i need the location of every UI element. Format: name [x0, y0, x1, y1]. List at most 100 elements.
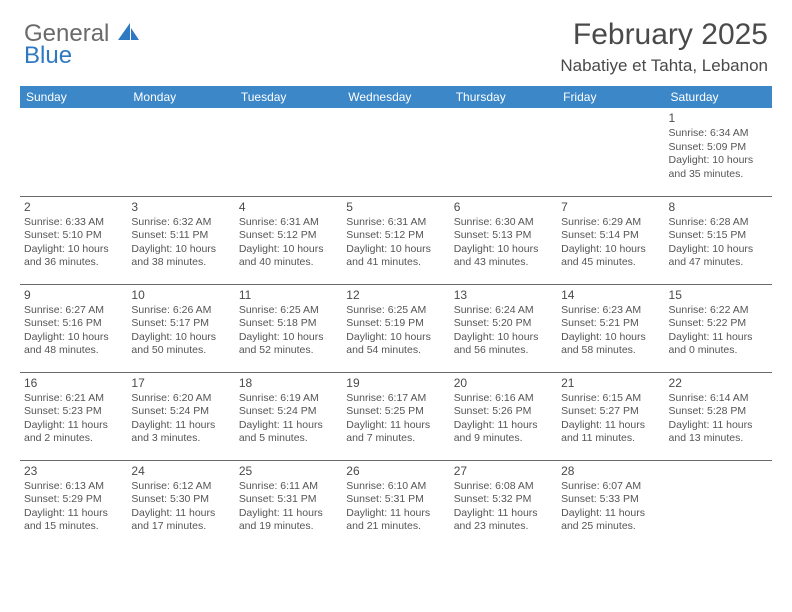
sunrise-text: Sunrise: 6:19 AM [239, 392, 338, 405]
daylight-text: Daylight: 10 hours and 52 minutes. [239, 331, 338, 358]
daylight-text: Daylight: 11 hours and 21 minutes. [346, 507, 445, 534]
page-header: General Blue February 2025 Nabatiye et T… [20, 18, 772, 78]
day-number: 24 [131, 464, 230, 479]
sunset-text: Sunset: 5:24 PM [239, 405, 338, 418]
sunset-text: Sunset: 5:11 PM [131, 229, 230, 242]
calendar-day-cell: 21Sunrise: 6:15 AMSunset: 5:27 PMDayligh… [557, 372, 664, 460]
sunset-text: Sunset: 5:24 PM [131, 405, 230, 418]
calendar-day-cell: 5Sunrise: 6:31 AMSunset: 5:12 PMDaylight… [342, 196, 449, 284]
sunrise-text: Sunrise: 6:11 AM [239, 480, 338, 493]
calendar-day-cell: 13Sunrise: 6:24 AMSunset: 5:20 PMDayligh… [450, 284, 557, 372]
sunrise-text: Sunrise: 6:08 AM [454, 480, 553, 493]
calendar-day-cell [342, 108, 449, 196]
sunset-text: Sunset: 5:10 PM [24, 229, 123, 242]
day-header: Wednesday [342, 86, 449, 108]
day-header: Tuesday [235, 86, 342, 108]
sunset-text: Sunset: 5:19 PM [346, 317, 445, 330]
sunrise-text: Sunrise: 6:30 AM [454, 216, 553, 229]
sunrise-text: Sunrise: 6:33 AM [24, 216, 123, 229]
sunset-text: Sunset: 5:30 PM [131, 493, 230, 506]
sunset-text: Sunset: 5:23 PM [24, 405, 123, 418]
calendar-day-cell [20, 108, 127, 196]
day-number: 18 [239, 376, 338, 391]
calendar-week-row: 16Sunrise: 6:21 AMSunset: 5:23 PM Dayligh… [20, 372, 772, 460]
sunrise-text: Sunrise: 6:25 AM [239, 304, 338, 317]
calendar-week-row: 1Sunrise: 6:34 AMSunset: 5:09 PMDaylight… [20, 108, 772, 196]
day-number: 23 [24, 464, 123, 479]
sunset-text: Sunset: 5:33 PM [561, 493, 660, 506]
calendar-table: Sunday Monday Tuesday Wednesday Thursday… [20, 86, 772, 548]
daylight-text: Daylight: 10 hours and 58 minutes. [561, 331, 660, 358]
daylight-text: Daylight: 10 hours and 54 minutes. [346, 331, 445, 358]
calendar-day-cell: 16Sunrise: 6:21 AMSunset: 5:23 PMDayligh… [20, 372, 127, 460]
day-number: 9 [24, 288, 123, 303]
sunrise-text: Sunrise: 6:21 AM [24, 392, 123, 405]
day-number: 8 [669, 200, 768, 215]
day-number: 5 [346, 200, 445, 215]
sunset-text: Sunset: 5:22 PM [669, 317, 768, 330]
daylight-text: Daylight: 11 hours and 25 minutes. [561, 507, 660, 534]
daylight-text: Daylight: 11 hours and 3 minutes. [131, 419, 230, 446]
logo: General Blue [24, 22, 140, 68]
calendar-day-cell: 12Sunrise: 6:25 AMSunset: 5:19 PMDayligh… [342, 284, 449, 372]
daylight-text: Daylight: 11 hours and 15 minutes. [24, 507, 123, 534]
sunrise-text: Sunrise: 6:20 AM [131, 392, 230, 405]
sunrise-text: Sunrise: 6:17 AM [346, 392, 445, 405]
calendar-week-row: 23Sunrise: 6:13 AMSunset: 5:29 PMDayligh… [20, 460, 772, 548]
sunrise-text: Sunrise: 6:07 AM [561, 480, 660, 493]
sunset-text: Sunset: 5:12 PM [239, 229, 338, 242]
sunset-text: Sunset: 5:31 PM [346, 493, 445, 506]
day-number: 7 [561, 200, 660, 215]
sunset-text: Sunset: 5:27 PM [561, 405, 660, 418]
calendar-day-cell [665, 460, 772, 548]
sunrise-text: Sunrise: 6:28 AM [669, 216, 768, 229]
sunset-text: Sunset: 5:14 PM [561, 229, 660, 242]
sunrise-text: Sunrise: 6:31 AM [239, 216, 338, 229]
day-number: 26 [346, 464, 445, 479]
daylight-text: Daylight: 10 hours and 45 minutes. [561, 243, 660, 270]
day-number: 20 [454, 376, 553, 391]
calendar-day-cell [450, 108, 557, 196]
sunset-text: Sunset: 5:09 PM [669, 141, 768, 154]
calendar-day-cell: 22Sunrise: 6:14 AMSunset: 5:28 PMDayligh… [665, 372, 772, 460]
sunset-text: Sunset: 5:20 PM [454, 317, 553, 330]
calendar-day-cell: 24Sunrise: 6:12 AMSunset: 5:30 PMDayligh… [127, 460, 234, 548]
calendar-day-cell [557, 108, 664, 196]
day-number: 25 [239, 464, 338, 479]
sunset-text: Sunset: 5:26 PM [454, 405, 553, 418]
calendar-day-cell: 26Sunrise: 6:10 AMSunset: 5:31 PMDayligh… [342, 460, 449, 548]
day-number: 15 [669, 288, 768, 303]
day-number: 13 [454, 288, 553, 303]
calendar-day-cell [127, 108, 234, 196]
calendar-day-cell: 9Sunrise: 6:27 AMSunset: 5:16 PMDaylight… [20, 284, 127, 372]
calendar-page: General Blue February 2025 Nabatiye et T… [0, 0, 792, 612]
sunrise-text: Sunrise: 6:27 AM [24, 304, 123, 317]
sunrise-text: Sunrise: 6:29 AM [561, 216, 660, 229]
day-number: 14 [561, 288, 660, 303]
day-number: 16 [24, 376, 123, 391]
logo-sail-icon [118, 22, 140, 46]
day-header: Monday [127, 86, 234, 108]
sunset-text: Sunset: 5:31 PM [239, 493, 338, 506]
daylight-text: Daylight: 10 hours and 38 minutes. [131, 243, 230, 270]
day-number: 27 [454, 464, 553, 479]
daylight-text: Daylight: 11 hours and 13 minutes. [669, 419, 768, 446]
calendar-day-cell: 23Sunrise: 6:13 AMSunset: 5:29 PMDayligh… [20, 460, 127, 548]
sunrise-text: Sunrise: 6:22 AM [669, 304, 768, 317]
sunrise-text: Sunrise: 6:25 AM [346, 304, 445, 317]
calendar-day-cell: 27Sunrise: 6:08 AMSunset: 5:32 PMDayligh… [450, 460, 557, 548]
daylight-text: Daylight: 10 hours and 50 minutes. [131, 331, 230, 358]
daylight-text: Daylight: 10 hours and 36 minutes. [24, 243, 123, 270]
daylight-text: Daylight: 11 hours and 5 minutes. [239, 419, 338, 446]
day-header: Saturday [665, 86, 772, 108]
day-header: Thursday [450, 86, 557, 108]
sunrise-text: Sunrise: 6:10 AM [346, 480, 445, 493]
sunset-text: Sunset: 5:16 PM [24, 317, 123, 330]
calendar-day-cell: 7Sunrise: 6:29 AMSunset: 5:14 PMDaylight… [557, 196, 664, 284]
day-number: 21 [561, 376, 660, 391]
daylight-text: Daylight: 10 hours and 47 minutes. [669, 243, 768, 270]
sunset-text: Sunset: 5:29 PM [24, 493, 123, 506]
calendar-day-cell [235, 108, 342, 196]
calendar-week-row: 2Sunrise: 6:33 AMSunset: 5:10 PMDaylight… [20, 196, 772, 284]
calendar-day-cell: 3Sunrise: 6:32 AMSunset: 5:11 PMDaylight… [127, 196, 234, 284]
